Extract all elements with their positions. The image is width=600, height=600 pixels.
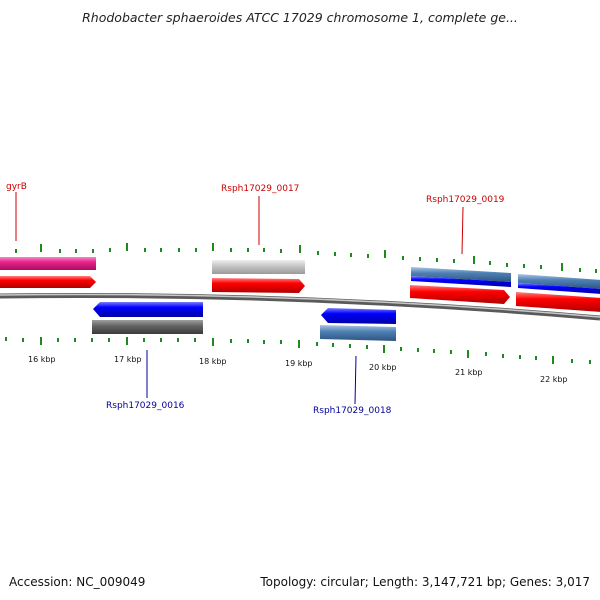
- gene-gyrB-feature[interactable]: [0, 257, 96, 270]
- cds-0017-arrow[interactable]: [212, 278, 305, 293]
- upper-tick-row: [15, 243, 597, 273]
- gene-0019-feature[interactable]: [411, 267, 511, 282]
- gene-rsph17029-0017[interactable]: Rsph17029_0017: [212, 184, 305, 293]
- gene-0016-label[interactable]: Rsph17029_0016: [106, 401, 185, 411]
- accession-text: Accession: NC_009049: [9, 575, 146, 589]
- lower-tick-row: [5, 337, 591, 364]
- chromosome-title: Rhodobacter sphaeroides ATCC 17029 chrom…: [82, 10, 518, 25]
- gene-0019-label[interactable]: Rsph17029_0019: [426, 195, 505, 205]
- gene-0018-feature[interactable]: [320, 325, 396, 341]
- gene-0018-leader: [354, 355, 357, 405]
- chromosome-backbone: [0, 292, 600, 321]
- scale-label-17: 17 kbp: [114, 355, 142, 364]
- gene-0019-leader: [461, 206, 464, 255]
- scale-labels: 16 kbp 17 kbp 18 kbp 19 kbp 20 kbp 21 kb…: [28, 355, 568, 384]
- gene-0019-strip[interactable]: [411, 276, 511, 287]
- scale-label-16: 16 kbp: [28, 355, 56, 364]
- scale-label-18: 18 kbp: [199, 357, 227, 366]
- gene-next-strip[interactable]: [518, 283, 600, 294]
- gene-0017-feature[interactable]: [212, 260, 305, 274]
- gene-rsph17029-0016[interactable]: Rsph17029_0016: [92, 302, 203, 411]
- cds-0018-arrow[interactable]: [321, 308, 396, 324]
- gene-next-offscreen[interactable]: [516, 274, 600, 312]
- cds-0016-arrow[interactable]: [93, 302, 203, 317]
- gene-next-feature[interactable]: [518, 274, 600, 289]
- scale-label-21: 21 kbp: [455, 368, 483, 377]
- scale-label-19: 19 kbp: [285, 359, 313, 368]
- gene-rsph17029-0018[interactable]: Rsph17029_0018: [313, 308, 396, 416]
- gene-gyrB[interactable]: gyrB: [0, 182, 96, 288]
- cds-next-arrow[interactable]: [516, 292, 600, 312]
- scale-label-22: 22 kbp: [540, 375, 568, 384]
- cds-gyrB-arrow[interactable]: [0, 276, 96, 288]
- scale-label-20: 20 kbp: [369, 363, 397, 372]
- gene-0016-feature[interactable]: [92, 320, 203, 334]
- cds-0019-arrow[interactable]: [410, 285, 510, 304]
- genome-summary-text: Topology: circular; Length: 3,147,721 bp…: [260, 575, 590, 589]
- gene-gyrB-label[interactable]: gyrB: [6, 182, 27, 192]
- chromosome-backbone-highlight: [0, 293, 600, 318]
- gene-rsph17029-0019[interactable]: Rsph17029_0019: [410, 195, 511, 304]
- gene-0018-label[interactable]: Rsph17029_0018: [313, 406, 392, 416]
- gene-0017-label[interactable]: Rsph17029_0017: [221, 184, 299, 194]
